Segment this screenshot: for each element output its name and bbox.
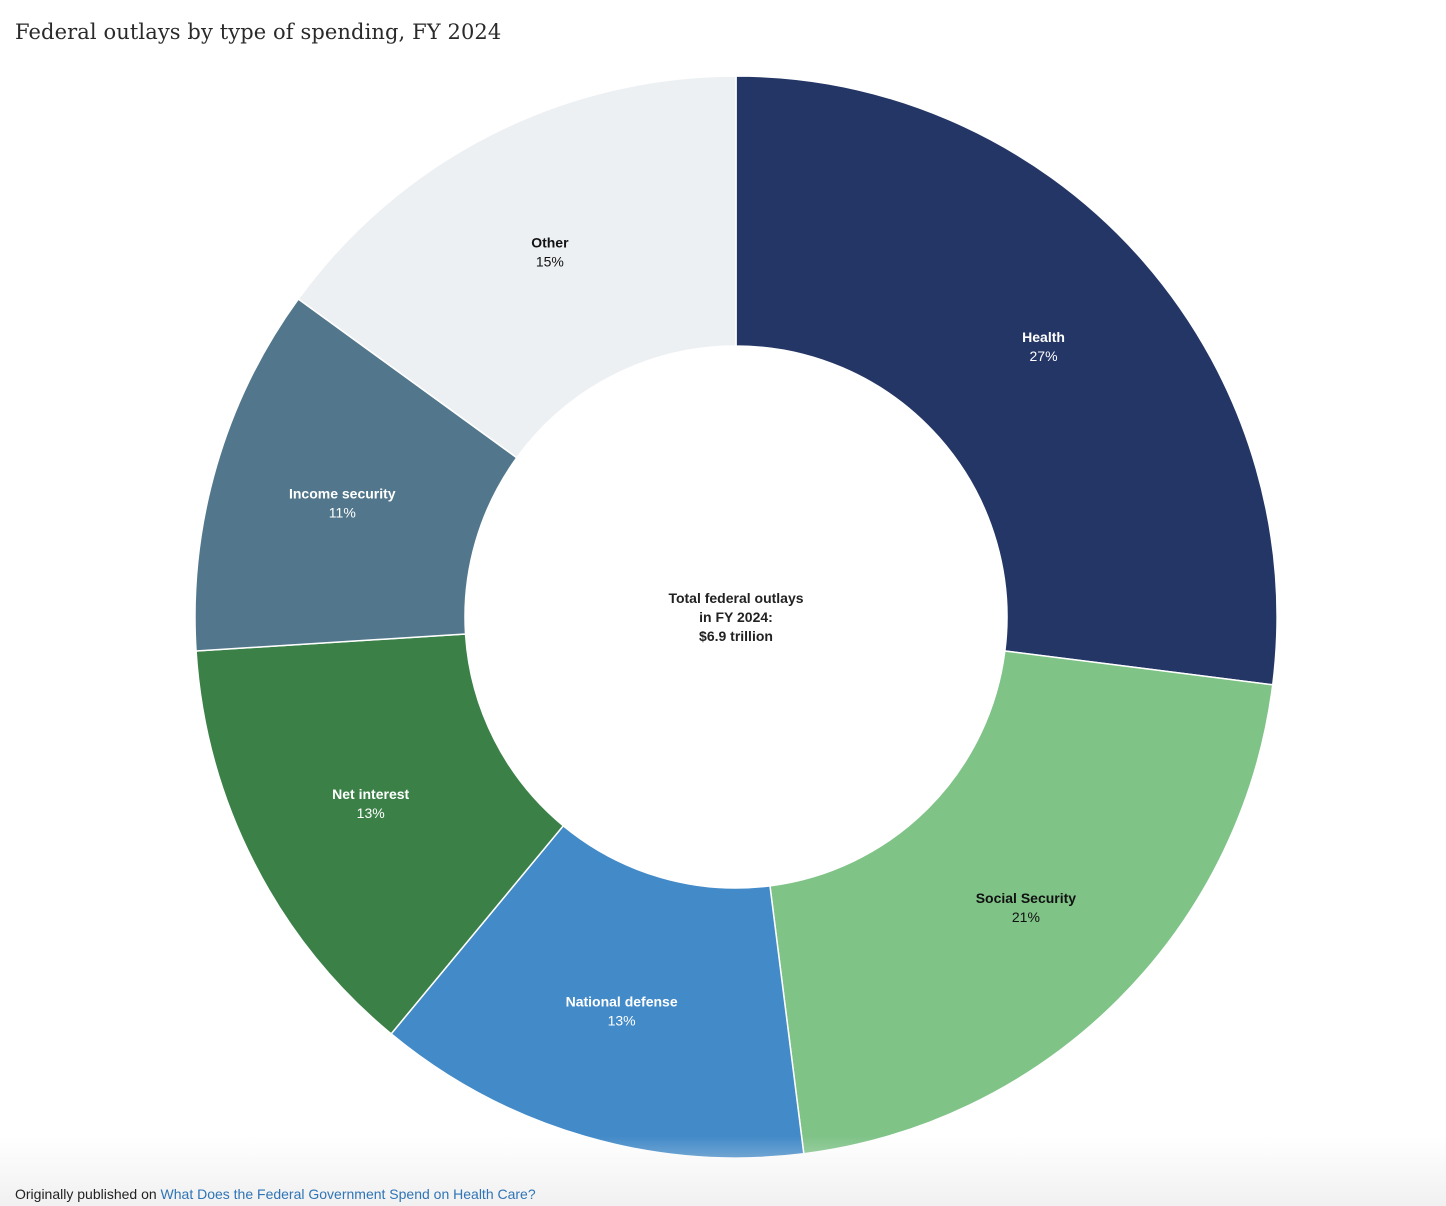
slice-label-social-security: Social Security bbox=[976, 890, 1077, 906]
source-prefix: Originally published on bbox=[15, 1186, 157, 1202]
slice-label-national-defense: National defense bbox=[566, 994, 678, 1010]
center-label-line-1: Total federal outlays bbox=[668, 590, 803, 606]
source-article-link[interactable]: What Does the Federal Government Spend o… bbox=[160, 1186, 536, 1202]
slice-health[interactable] bbox=[735, 75, 1278, 686]
source-footer: Originally published on What Does the Fe… bbox=[15, 1186, 536, 1202]
slice-value-income-security: 11% bbox=[329, 505, 356, 521]
center-label: Total federal outlays in FY 2024: $6.9 t… bbox=[668, 590, 803, 644]
footer-fade bbox=[0, 1136, 1446, 1206]
slice-value-social-security: 21% bbox=[1012, 909, 1040, 925]
slice-net-interest[interactable] bbox=[195, 633, 565, 1035]
slice-label-health: Health bbox=[1022, 329, 1065, 345]
slice-income-security[interactable] bbox=[194, 297, 518, 652]
slice-value-national-defense: 13% bbox=[608, 1013, 636, 1029]
slice-value-health: 27% bbox=[1030, 348, 1058, 364]
slice-labels: Health 27% Social Security 21% National defe… bbox=[289, 235, 1076, 1029]
donut-slices bbox=[194, 75, 1278, 1159]
slice-value-net-interest: 13% bbox=[357, 805, 385, 821]
slice-value-other: 15% bbox=[536, 254, 564, 270]
slice-label-other: Other bbox=[531, 235, 569, 251]
slice-label-income-security: Income security bbox=[289, 486, 396, 502]
chart-title: Federal outlays by type of spending, FY … bbox=[15, 20, 502, 44]
center-label-line-2: in FY 2024: bbox=[699, 609, 773, 625]
slice-label-net-interest: Net interest bbox=[332, 786, 409, 802]
slice-other[interactable] bbox=[297, 75, 737, 459]
center-label-line-3: $6.9 trillion bbox=[699, 628, 773, 644]
